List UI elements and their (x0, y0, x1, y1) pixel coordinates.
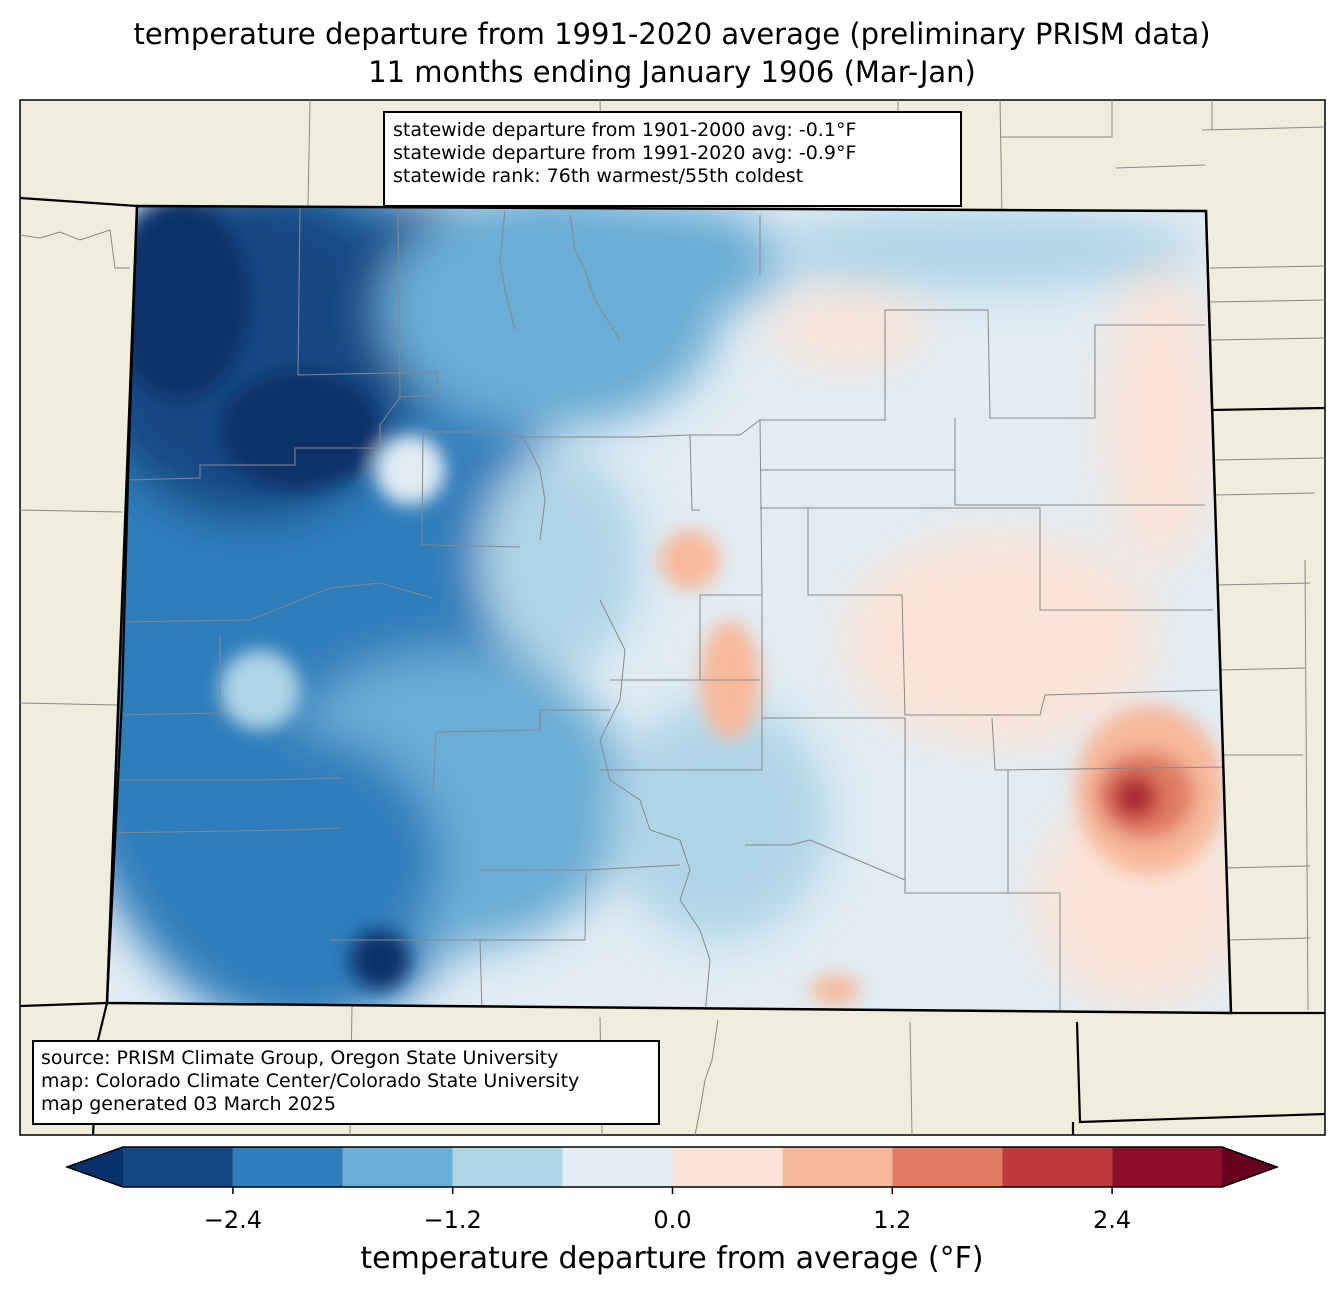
colorbar (64, 1146, 1280, 1194)
colorbar-bin (672, 1147, 783, 1187)
colorbar-bin (1002, 1147, 1113, 1187)
map-credit-line: map: Colorado Climate Center/Colorado St… (41, 1070, 580, 1092)
colorbar-bin (452, 1147, 563, 1187)
colorbar-bin (782, 1147, 893, 1187)
colorbar-tick-label: −2.4 (203, 1206, 263, 1234)
colorbar-outline (64, 1146, 1280, 1188)
stats-departure-1991-2020: statewide departure from 1991-2020 avg: … (393, 142, 857, 164)
colorbar-extend-high (1222, 1147, 1277, 1187)
neighbor-county-lines (19, 99, 1326, 1136)
colorbar-bin (892, 1147, 1003, 1187)
statewide-stats-box: statewide departure from 1901-2000 avg: … (383, 111, 962, 207)
colorbar-bin (342, 1147, 453, 1187)
map-title-line1: temperature departure from 1991-2020 ave… (133, 17, 1211, 51)
map-title-line2: 11 months ending January 1906 (Mar-Jan) (368, 55, 976, 89)
stats-rank: statewide rank: 76th warmest/55th coldes… (393, 165, 804, 187)
colorbar-bin (562, 1147, 673, 1187)
colorbar-bin (123, 1147, 233, 1187)
temperature-departure-field (107, 206, 1231, 1013)
stats-departure-1901-2000: statewide departure from 1901-2000 avg: … (393, 119, 857, 141)
generated-date-line: map generated 03 March 2025 (41, 1093, 336, 1115)
source-credit-box: source: PRISM Climate Group, Oregon Stat… (32, 1040, 660, 1125)
colorbar-label: temperature departure from average (°F) (360, 1241, 984, 1276)
colorbar-extend-low (67, 1147, 123, 1187)
colorbar-tick-label: 2.4 (1093, 1206, 1132, 1234)
colorbar-bin (1112, 1147, 1222, 1187)
colorbar-tick-label: −1.2 (423, 1206, 482, 1234)
colorbar-tick-label: 1.2 (873, 1206, 912, 1234)
colorbar-tick-label: 0.0 (653, 1206, 692, 1234)
colorbar-bin (232, 1147, 343, 1187)
source-line: source: PRISM Climate Group, Oregon Stat… (41, 1047, 559, 1069)
colorado-county-lines (107, 206, 1229, 1013)
